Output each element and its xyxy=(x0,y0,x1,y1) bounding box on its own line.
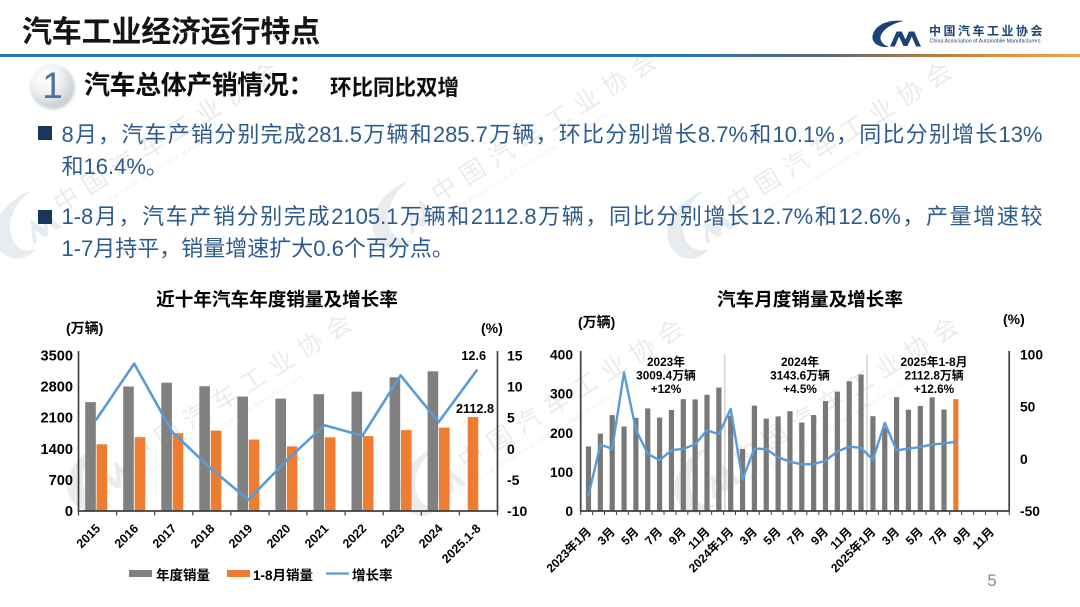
svg-text:-50: -50 xyxy=(1020,504,1040,519)
svg-text:年度销量: 年度销量 xyxy=(156,567,210,583)
svg-text:3月: 3月 xyxy=(879,525,902,548)
svg-text:近十年汽车年度销量及增长率: 近十年汽车年度销量及增长率 xyxy=(156,289,398,310)
svg-text:2015: 2015 xyxy=(74,521,103,550)
svg-text:(万辆): (万辆) xyxy=(578,314,615,330)
svg-text:5月: 5月 xyxy=(618,525,641,548)
svg-text:2017: 2017 xyxy=(150,521,179,550)
svg-text:2016: 2016 xyxy=(112,521,141,550)
svg-text:2022: 2022 xyxy=(340,521,369,550)
svg-text:+4.5%: +4.5% xyxy=(783,382,817,396)
svg-text:9月: 9月 xyxy=(950,525,973,548)
svg-text:1400: 1400 xyxy=(41,442,73,458)
svg-text:3009.4万辆: 3009.4万辆 xyxy=(636,368,696,382)
svg-text:0: 0 xyxy=(507,441,515,457)
svg-text:汽车月度销量及增长率: 汽车月度销量及增长率 xyxy=(717,289,903,310)
svg-text:-10: -10 xyxy=(507,503,527,519)
svg-text:7月: 7月 xyxy=(784,525,807,548)
svg-text:3143.6万辆: 3143.6万辆 xyxy=(770,368,830,382)
svg-text:2021: 2021 xyxy=(302,521,331,550)
svg-text:5: 5 xyxy=(987,571,996,590)
svg-text:3500: 3500 xyxy=(41,349,73,365)
svg-text:2112.8: 2112.8 xyxy=(456,402,494,416)
svg-text:5月: 5月 xyxy=(761,525,784,548)
svg-text:3月: 3月 xyxy=(595,525,618,548)
svg-text:2019: 2019 xyxy=(226,521,255,550)
svg-text:0: 0 xyxy=(565,504,573,519)
svg-text:-5: -5 xyxy=(507,472,520,488)
svg-text:1-8月销量: 1-8月销量 xyxy=(253,567,313,583)
svg-text:(%): (%) xyxy=(481,320,503,336)
svg-text:China Association of Automobil: China Association of Automobile Manufact… xyxy=(930,39,1041,45)
svg-text:中国汽车工业协会: 中国汽车工业协会 xyxy=(929,23,1045,38)
svg-text:0: 0 xyxy=(65,504,73,520)
svg-text:0: 0 xyxy=(1020,452,1028,467)
svg-text:(%): (%) xyxy=(1003,311,1025,327)
svg-text:2023: 2023 xyxy=(378,521,407,550)
svg-text:2025年1-8月: 2025年1-8月 xyxy=(901,355,968,369)
svg-text:+12%: +12% xyxy=(651,382,682,396)
svg-text:2020: 2020 xyxy=(264,521,293,550)
svg-text:9月: 9月 xyxy=(808,525,831,548)
svg-text:5月: 5月 xyxy=(903,525,926,548)
svg-text:2112.8万辆: 2112.8万辆 xyxy=(904,368,963,382)
svg-text:12.6: 12.6 xyxy=(461,349,486,363)
svg-text:10: 10 xyxy=(507,379,523,395)
svg-text:(万辆): (万辆) xyxy=(66,320,103,336)
svg-text:2024: 2024 xyxy=(416,521,445,550)
svg-text:100: 100 xyxy=(550,465,573,480)
svg-text:增长率: 增长率 xyxy=(352,567,393,583)
svg-text:2023年1月: 2023年1月 xyxy=(543,524,594,575)
svg-text:2023年: 2023年 xyxy=(647,355,685,369)
svg-text:400: 400 xyxy=(550,348,573,363)
svg-text:15: 15 xyxy=(507,348,523,364)
svg-text:3月: 3月 xyxy=(737,525,760,548)
svg-text:100: 100 xyxy=(1020,348,1043,363)
svg-text:2100: 2100 xyxy=(41,411,73,427)
svg-text:2018: 2018 xyxy=(188,521,217,550)
svg-text:2800: 2800 xyxy=(41,380,73,396)
svg-text:2025.1-8: 2025.1-8 xyxy=(439,521,484,566)
svg-text:11月: 11月 xyxy=(970,525,997,552)
svg-text:300: 300 xyxy=(550,387,573,402)
svg-text:5: 5 xyxy=(507,410,515,426)
svg-text:7月: 7月 xyxy=(642,525,665,548)
svg-text:7月: 7月 xyxy=(927,525,950,548)
svg-text:50: 50 xyxy=(1020,400,1036,415)
svg-text:2024年: 2024年 xyxy=(781,355,819,369)
svg-text:200: 200 xyxy=(550,426,573,441)
svg-text:+12.6%: +12.6% xyxy=(914,382,955,396)
svg-text:700: 700 xyxy=(49,473,73,489)
svg-text:9月: 9月 xyxy=(666,525,689,548)
